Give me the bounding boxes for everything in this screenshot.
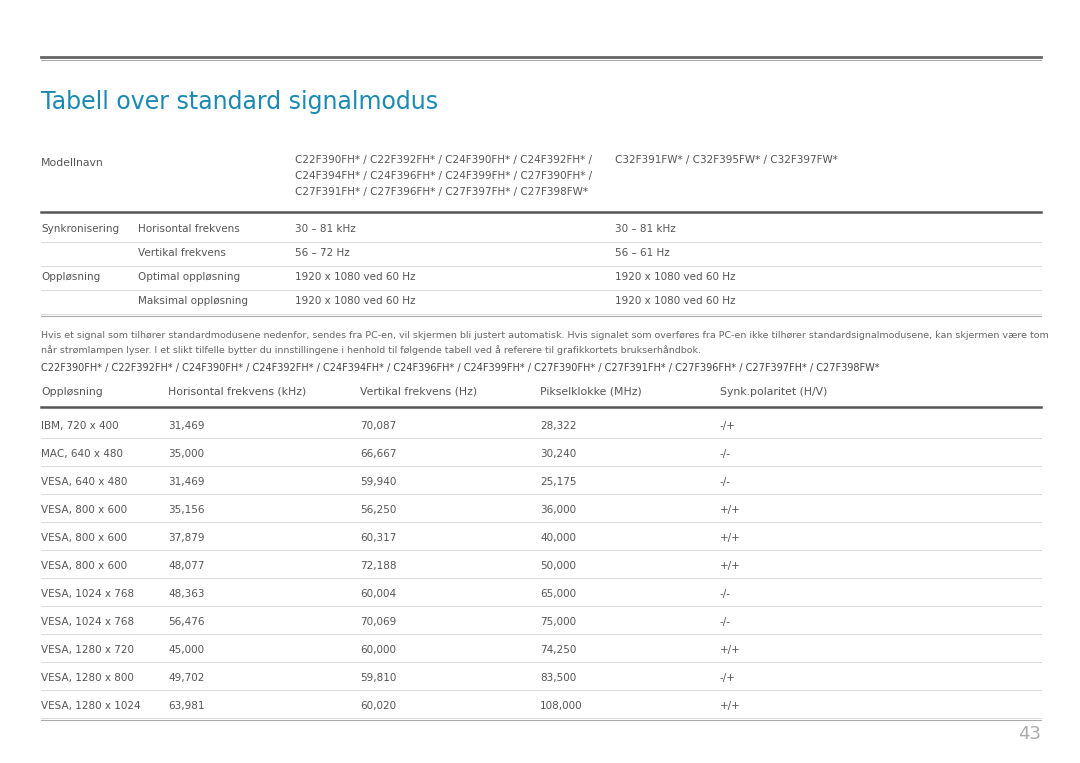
Text: 70,087: 70,087 bbox=[360, 421, 396, 431]
Text: 49,702: 49,702 bbox=[168, 673, 204, 683]
Text: IBM, 720 x 400: IBM, 720 x 400 bbox=[41, 421, 119, 431]
Text: 30 – 81 kHz: 30 – 81 kHz bbox=[295, 224, 355, 234]
Text: -/+: -/+ bbox=[720, 421, 735, 431]
Text: +/+: +/+ bbox=[720, 505, 741, 515]
Text: 60,004: 60,004 bbox=[360, 589, 396, 599]
Text: -/-: -/- bbox=[720, 617, 731, 627]
Text: Horisontal frekvens (kHz): Horisontal frekvens (kHz) bbox=[168, 387, 307, 397]
Text: C27F391FH* / C27F396FH* / C27F397FH* / C27F398FW*: C27F391FH* / C27F396FH* / C27F397FH* / C… bbox=[295, 187, 588, 197]
Text: -/-: -/- bbox=[720, 449, 731, 459]
Text: +/+: +/+ bbox=[720, 645, 741, 655]
Text: 48,077: 48,077 bbox=[168, 561, 204, 571]
Text: 72,188: 72,188 bbox=[360, 561, 396, 571]
Text: Hvis et signal som tilhører standardmodusene nedenfor, sendes fra PC-en, vil skj: Hvis et signal som tilhører standardmodu… bbox=[41, 331, 1049, 340]
Text: Horisontal frekvens: Horisontal frekvens bbox=[138, 224, 240, 234]
Text: VESA, 1024 x 768: VESA, 1024 x 768 bbox=[41, 617, 134, 627]
Text: 56,250: 56,250 bbox=[360, 505, 396, 515]
Text: -/-: -/- bbox=[720, 589, 731, 599]
Text: 48,363: 48,363 bbox=[168, 589, 204, 599]
Text: Maksimal oppløsning: Maksimal oppløsning bbox=[138, 296, 248, 306]
Text: 59,810: 59,810 bbox=[360, 673, 396, 683]
Text: 45,000: 45,000 bbox=[168, 645, 204, 655]
Text: VESA, 640 x 480: VESA, 640 x 480 bbox=[41, 477, 127, 487]
Text: Oppløsning: Oppløsning bbox=[41, 272, 100, 282]
Text: VESA, 800 x 600: VESA, 800 x 600 bbox=[41, 533, 127, 543]
Text: 28,322: 28,322 bbox=[540, 421, 577, 431]
Text: 30,240: 30,240 bbox=[540, 449, 577, 459]
Text: 1920 x 1080 ved 60 Hz: 1920 x 1080 ved 60 Hz bbox=[295, 272, 416, 282]
Text: Optimal oppløsning: Optimal oppløsning bbox=[138, 272, 240, 282]
Text: 35,156: 35,156 bbox=[168, 505, 204, 515]
Text: Vertikal frekvens: Vertikal frekvens bbox=[138, 248, 226, 258]
Text: 63,981: 63,981 bbox=[168, 701, 204, 711]
Text: VESA, 800 x 600: VESA, 800 x 600 bbox=[41, 561, 127, 571]
Text: Pikselklokke (MHz): Pikselklokke (MHz) bbox=[540, 387, 642, 397]
Text: 31,469: 31,469 bbox=[168, 477, 204, 487]
Text: Modellnavn: Modellnavn bbox=[41, 158, 104, 168]
Text: 56 – 61 Hz: 56 – 61 Hz bbox=[615, 248, 670, 258]
Text: 56 – 72 Hz: 56 – 72 Hz bbox=[295, 248, 350, 258]
Text: 31,469: 31,469 bbox=[168, 421, 204, 431]
Text: VESA, 1280 x 800: VESA, 1280 x 800 bbox=[41, 673, 134, 683]
Text: VESA, 800 x 600: VESA, 800 x 600 bbox=[41, 505, 127, 515]
Text: 66,667: 66,667 bbox=[360, 449, 396, 459]
Text: 43: 43 bbox=[1018, 725, 1041, 743]
Text: VESA, 1280 x 720: VESA, 1280 x 720 bbox=[41, 645, 134, 655]
Text: Vertikal frekvens (Hz): Vertikal frekvens (Hz) bbox=[360, 387, 477, 397]
Text: -/-: -/- bbox=[720, 477, 731, 487]
Text: når strømlampen lyser. I et slikt tilfelle bytter du innstillingene i henhold ti: når strømlampen lyser. I et slikt tilfel… bbox=[41, 345, 701, 355]
Text: 1920 x 1080 ved 60 Hz: 1920 x 1080 ved 60 Hz bbox=[615, 272, 735, 282]
Text: 108,000: 108,000 bbox=[540, 701, 582, 711]
Text: 37,879: 37,879 bbox=[168, 533, 204, 543]
Text: C32F391FW* / C32F395FW* / C32F397FW*: C32F391FW* / C32F395FW* / C32F397FW* bbox=[615, 155, 838, 165]
Text: 83,500: 83,500 bbox=[540, 673, 577, 683]
Text: Synkronisering: Synkronisering bbox=[41, 224, 119, 234]
Text: 60,020: 60,020 bbox=[360, 701, 396, 711]
Text: +/+: +/+ bbox=[720, 561, 741, 571]
Text: C22F390FH* / C22F392FH* / C24F390FH* / C24F392FH* / C24F394FH* / C24F396FH* / C2: C22F390FH* / C22F392FH* / C24F390FH* / C… bbox=[41, 363, 879, 373]
Text: 36,000: 36,000 bbox=[540, 505, 576, 515]
Text: +/+: +/+ bbox=[720, 701, 741, 711]
Text: 1920 x 1080 ved 60 Hz: 1920 x 1080 ved 60 Hz bbox=[615, 296, 735, 306]
Text: VESA, 1024 x 768: VESA, 1024 x 768 bbox=[41, 589, 134, 599]
Text: 56,476: 56,476 bbox=[168, 617, 204, 627]
Text: C22F390FH* / C22F392FH* / C24F390FH* / C24F392FH* /: C22F390FH* / C22F392FH* / C24F390FH* / C… bbox=[295, 155, 592, 165]
Text: 40,000: 40,000 bbox=[540, 533, 576, 543]
Text: 70,069: 70,069 bbox=[360, 617, 396, 627]
Text: 59,940: 59,940 bbox=[360, 477, 396, 487]
Text: 50,000: 50,000 bbox=[540, 561, 576, 571]
Text: VESA, 1280 x 1024: VESA, 1280 x 1024 bbox=[41, 701, 140, 711]
Text: 60,000: 60,000 bbox=[360, 645, 396, 655]
Text: 30 – 81 kHz: 30 – 81 kHz bbox=[615, 224, 676, 234]
Text: 65,000: 65,000 bbox=[540, 589, 576, 599]
Text: Tabell over standard signalmodus: Tabell over standard signalmodus bbox=[41, 90, 438, 114]
Text: Oppløsning: Oppløsning bbox=[41, 387, 103, 397]
Text: C24F394FH* / C24F396FH* / C24F399FH* / C27F390FH* /: C24F394FH* / C24F396FH* / C24F399FH* / C… bbox=[295, 171, 592, 181]
Text: 60,317: 60,317 bbox=[360, 533, 396, 543]
Text: -/+: -/+ bbox=[720, 673, 735, 683]
Text: 25,175: 25,175 bbox=[540, 477, 577, 487]
Text: MAC, 640 x 480: MAC, 640 x 480 bbox=[41, 449, 123, 459]
Text: 1920 x 1080 ved 60 Hz: 1920 x 1080 ved 60 Hz bbox=[295, 296, 416, 306]
Text: 74,250: 74,250 bbox=[540, 645, 577, 655]
Text: +/+: +/+ bbox=[720, 533, 741, 543]
Text: Synk.polaritet (H/V): Synk.polaritet (H/V) bbox=[720, 387, 827, 397]
Text: 35,000: 35,000 bbox=[168, 449, 204, 459]
Text: 75,000: 75,000 bbox=[540, 617, 576, 627]
